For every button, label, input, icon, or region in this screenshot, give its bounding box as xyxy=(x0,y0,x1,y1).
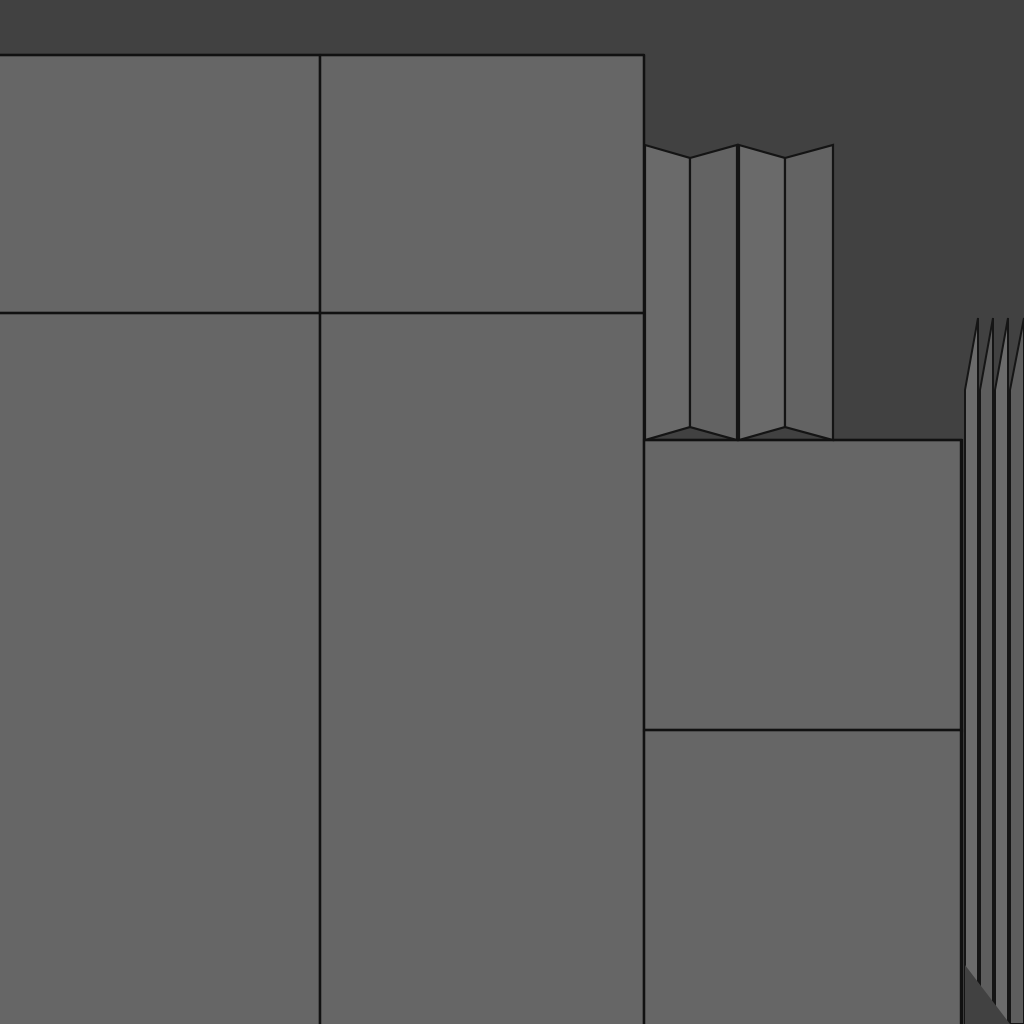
panel-top-center[interactable] xyxy=(318,53,646,316)
backdrop-band xyxy=(0,0,1024,55)
accordion-strip-3[interactable] xyxy=(994,317,1009,1024)
panel-bottom-left[interactable] xyxy=(0,311,322,1024)
accordion-right[interactable] xyxy=(964,317,1024,1024)
panel-group xyxy=(0,53,964,1024)
accordion-strip-4[interactable] xyxy=(1009,317,1024,1024)
accordion-facet-3[interactable] xyxy=(737,143,787,442)
divider-group xyxy=(0,53,963,1024)
panel-bottom-center[interactable] xyxy=(318,311,646,1024)
accordion-facet-2[interactable] xyxy=(688,143,739,442)
panel-right-upper[interactable] xyxy=(642,438,964,733)
accordion-strip-2[interactable] xyxy=(979,317,994,1024)
accordion-facet-4[interactable] xyxy=(783,143,835,442)
accordion-facet-1[interactable] xyxy=(643,143,692,442)
accordion-strip-1[interactable] xyxy=(964,317,979,1024)
panel-right-lower[interactable] xyxy=(642,728,964,1024)
accordion-main[interactable] xyxy=(643,143,835,442)
accordion-strip-bottom-wedge-1 xyxy=(965,965,1010,1024)
panel-top-left[interactable] xyxy=(0,53,322,316)
